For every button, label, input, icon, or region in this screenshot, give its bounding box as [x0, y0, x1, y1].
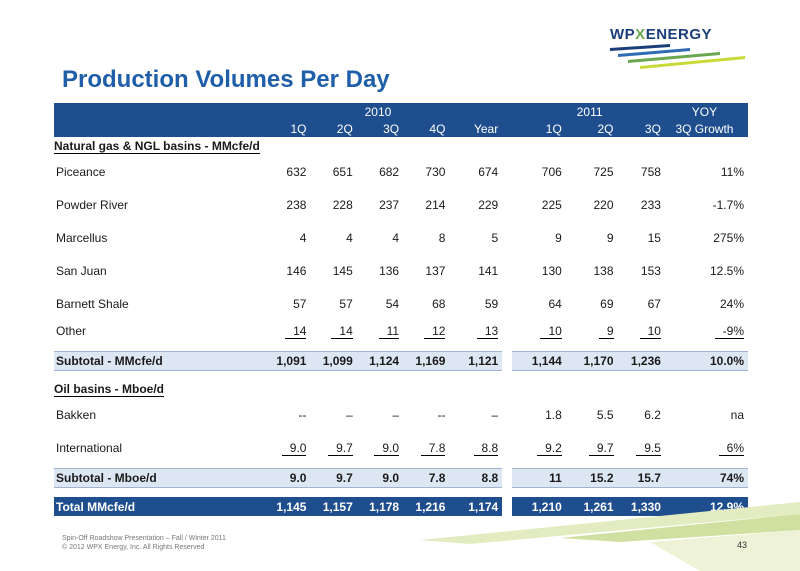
footer-line-1: Spin-Off Roadshow Presentation – Fall / … — [62, 535, 226, 542]
yoy-label: YOY — [664, 103, 748, 120]
header-row-years: 2010 2011 YOY — [54, 103, 748, 120]
table-row: Powder River 238 228 237 214 229 225 220 233 -1… — [56, 197, 744, 212]
col-2010-year: Year — [449, 120, 503, 137]
year-2011-label: 2011 — [565, 103, 618, 120]
logo-wordmark: WPXENERGY — [610, 26, 713, 43]
table-row: Other 14 14 11 12 13 10 9 10 -9% — [56, 323, 744, 339]
year-2010-label: 2010 — [356, 103, 404, 120]
col-2010-1q: 1Q — [264, 120, 311, 137]
page-title: Production Volumes Per Day — [62, 66, 390, 93]
table-row: Bakken -- – – -- – 1.8 5.5 6.2 na — [56, 407, 744, 422]
col-2010-3q: 3Q — [356, 120, 404, 137]
col-2011-1q: 1Q — [511, 120, 566, 137]
table-row: Barnett Shale 57 57 54 68 59 64 69 67 24% — [56, 296, 744, 311]
gas-section-label: Natural gas & NGL basins - MMcfe/d — [54, 139, 260, 154]
page-number: 43 — [737, 540, 748, 550]
col-3q-growth: 3Q Growth — [664, 120, 748, 137]
col-2011-3q: 3Q — [617, 120, 665, 137]
table-row: San Juan 146 145 136 137 141 130 138 153 12.5% — [56, 263, 744, 278]
footer-swoosh — [420, 502, 800, 571]
oil-subtotal-row: Subtotal - Mboe/d 9.0 9.7 9.0 7.8 8.8 11 15.2… — [54, 467, 748, 488]
total-row: Total MMcfe/d 1,145 1,157 1,178 1,216 1,174 … — [54, 497, 748, 516]
col-2011-2q: 2Q — [565, 120, 618, 137]
footer-line-2: © 2012 WPX Energy, Inc. All Rights Reser… — [62, 544, 205, 551]
logo-stripes-icon — [610, 44, 745, 69]
col-2010-4q: 4Q — [403, 120, 450, 137]
company-logo: WPXENERGY — [610, 26, 770, 70]
oil-section-label: Oil basins - Mboe/d — [54, 382, 165, 397]
footer-text: Spin-Off Roadshow Presentation – Fall / … — [62, 534, 226, 552]
gas-section-heading: Natural gas & NGL basins - MMcfe/d — [54, 137, 748, 155]
col-2010-2q: 2Q — [310, 120, 357, 137]
oil-section-heading: Oil basins - Mboe/d — [54, 380, 748, 398]
header-row-columns: 1Q 2Q 3Q 4Q Year 1Q 2Q 3Q 3Q Growth — [54, 120, 748, 137]
production-volumes-table: 2010 2011 YOY 1Q 2Q 3Q 4Q Year 1Q 2Q 3Q … — [54, 103, 748, 516]
table-row: International 9.0 9.7 9.0 7.8 8.8 9.2 9.7 9.5 6… — [56, 440, 744, 456]
gas-subtotal-row: Subtotal - MMcfe/d 1,091 1,099 1,124 1,169 1… — [54, 350, 748, 371]
gas-rows: Piceance 632 651 682 730 674 706 725 758 11% Po… — [54, 155, 748, 341]
table-row: Piceance 632 651 682 730 674 706 725 758 11% — [56, 164, 744, 179]
oil-rows: Bakken -- – – -- – 1.8 5.5 6.2 na International… — [54, 398, 748, 464]
